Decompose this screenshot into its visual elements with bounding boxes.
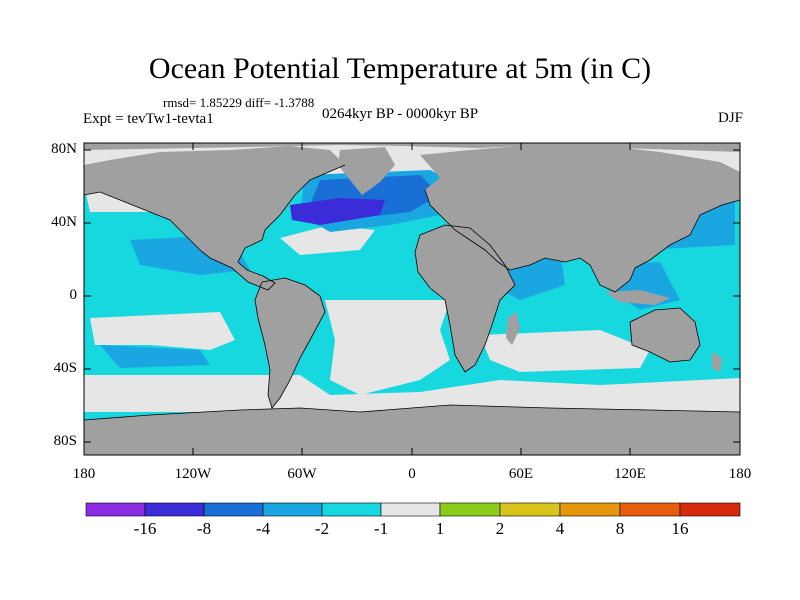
colorbar-label-8: 4 <box>555 519 565 538</box>
land-greenland <box>338 147 395 195</box>
coast-south-america <box>254 277 326 409</box>
lat-label-40n: 40N <box>51 214 77 230</box>
coast-north-america <box>83 164 346 291</box>
lat-label-40s: 40S <box>53 360 77 376</box>
colorbar-box-2 <box>144 502 205 517</box>
land-new-zealand <box>712 352 722 372</box>
colorbar-label-5: -1 <box>373 519 389 538</box>
coastlines <box>83 164 741 421</box>
map-plot <box>83 142 741 456</box>
lat-label-0: 0 <box>69 287 78 303</box>
land-eurasia <box>420 145 740 292</box>
land-indonesia <box>605 290 670 305</box>
gulf-stream-region <box>280 225 375 255</box>
lon-label-0: 0 <box>408 466 416 482</box>
colorbar-box-6 <box>380 502 441 517</box>
period-label: 0264kyr BP - 0000kyr BP <box>322 106 479 122</box>
land-japan <box>655 205 670 232</box>
stats-text: rmsd= 1.85229 diff= -1.3788 <box>163 95 315 110</box>
land-north-america <box>84 146 345 290</box>
colorbar-box-1 <box>85 502 146 517</box>
axis-ticks <box>84 143 740 455</box>
land-madagascar <box>506 312 520 345</box>
colorbar-label-9: 8 <box>615 519 625 538</box>
south-pacific-region <box>90 312 235 350</box>
colorbar-label-3: -4 <box>255 519 271 538</box>
coast-australia <box>629 307 701 363</box>
land-masses <box>84 143 740 455</box>
colorbar-label-10: 16 <box>671 519 689 538</box>
land-africa <box>415 225 515 372</box>
lon-label-60w: 60W <box>287 466 317 482</box>
coast-antarctica <box>83 404 741 421</box>
map-title: Ocean Potential Temperature at 5m (in C) <box>148 52 652 85</box>
experiment-label: Expt = tevTw1-tevta1 <box>83 111 214 127</box>
colorbar-label-2: -8 <box>196 519 212 538</box>
land-antarctica <box>84 405 740 455</box>
lon-label-60e: 60E <box>508 466 534 482</box>
colorbar-box-9 <box>559 502 621 517</box>
colorbar-box-11 <box>679 502 741 517</box>
lon-label-120w: 120W <box>174 466 212 482</box>
season-label: DJF <box>717 110 743 126</box>
lat-label-80s: 80S <box>53 433 77 449</box>
lon-label-120e: 120E <box>614 466 646 482</box>
colorbar-box-3 <box>203 502 264 517</box>
colorbar-box-10 <box>619 502 681 517</box>
colorbar-label-6: 1 <box>435 519 445 538</box>
north-atlantic-very-strong <box>290 198 385 225</box>
colorbar-box-7 <box>439 502 501 517</box>
very-strong-cooling-regions <box>290 198 385 225</box>
coast-africa <box>414 224 516 373</box>
coast-eurasia-south <box>424 189 741 293</box>
south-pacific-moderate <box>100 345 210 368</box>
lon-label-180e: 180 <box>728 466 752 482</box>
lat-label-80n: 80N <box>51 141 77 157</box>
land-arctic-north <box>84 143 740 152</box>
colorbar <box>85 502 741 517</box>
south-indian-region <box>480 330 650 372</box>
colorbar-box-5 <box>321 502 382 517</box>
colorbar-label-4: -2 <box>314 519 330 538</box>
lon-label-180w: 180 <box>72 466 96 482</box>
south-atlantic-region <box>325 300 450 395</box>
colorbar-label-1: -16 <box>133 519 157 538</box>
southern-ocean-region <box>84 375 740 412</box>
colorbar-label-7: 2 <box>495 519 505 538</box>
land-south-america <box>255 278 325 408</box>
colorbar-box-8 <box>499 502 561 517</box>
land-australia <box>630 308 700 362</box>
colorbar-box-4 <box>262 502 323 517</box>
